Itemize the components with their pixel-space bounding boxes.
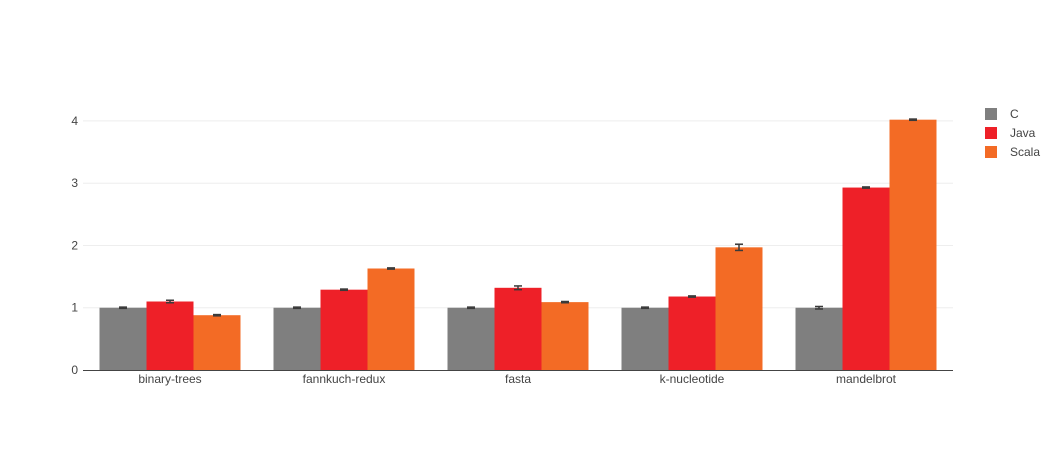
bar-java-binary-trees <box>146 301 194 370</box>
x-tick-label: fasta <box>505 372 531 386</box>
legend-item-c[interactable]: C <box>985 107 1019 121</box>
bar-scala-fasta <box>541 302 589 370</box>
bar-java-fannkuch-redux <box>320 289 368 370</box>
bar-c-fannkuch-redux <box>273 307 321 370</box>
bar-scala-binary-trees <box>193 315 241 370</box>
legend-swatch <box>985 146 997 158</box>
bar-java-k-nucleotide <box>668 296 716 370</box>
y-tick-label: 3 <box>71 176 78 190</box>
bar-c-mandelbrot <box>795 307 843 370</box>
bar-java-fasta <box>494 287 542 370</box>
x-tick-label: k-nucleotide <box>660 372 725 386</box>
bar-c-binary-trees <box>99 307 147 370</box>
x-tick-label: fannkuch-redux <box>303 372 386 386</box>
bar-java-mandelbrot <box>842 187 890 370</box>
legend-swatch <box>985 127 997 139</box>
axes: 0 1 2 3 4 binary-trees fannkuch-redux fasta k-nu… <box>71 114 953 386</box>
y-tick-label: 2 <box>71 238 78 252</box>
legend-item-scala[interactable]: Scala <box>985 145 1040 159</box>
legend-label: C <box>1010 107 1019 121</box>
y-tick-label: 1 <box>71 301 78 315</box>
bar-c-k-nucleotide <box>621 307 669 370</box>
legend-label: Java <box>1010 126 1036 140</box>
error-bars <box>119 118 917 317</box>
bar-scala-mandelbrot <box>889 119 937 370</box>
legend[interactable]: C Java Scala <box>985 107 1040 159</box>
x-tick-label: binary-trees <box>138 372 201 386</box>
bar-scala-k-nucleotide <box>715 247 763 370</box>
legend-label: Scala <box>1010 145 1040 159</box>
y-tick-label: 0 <box>71 363 78 377</box>
legend-item-java[interactable]: Java <box>985 126 1036 140</box>
x-tick-label: mandelbrot <box>836 372 897 386</box>
bar-scala-fannkuch-redux <box>367 268 415 370</box>
bars <box>99 119 937 370</box>
bar-c-fasta <box>447 307 495 370</box>
y-tick-label: 4 <box>71 114 78 128</box>
grid-lines <box>83 120 953 309</box>
legend-swatch <box>985 108 997 120</box>
